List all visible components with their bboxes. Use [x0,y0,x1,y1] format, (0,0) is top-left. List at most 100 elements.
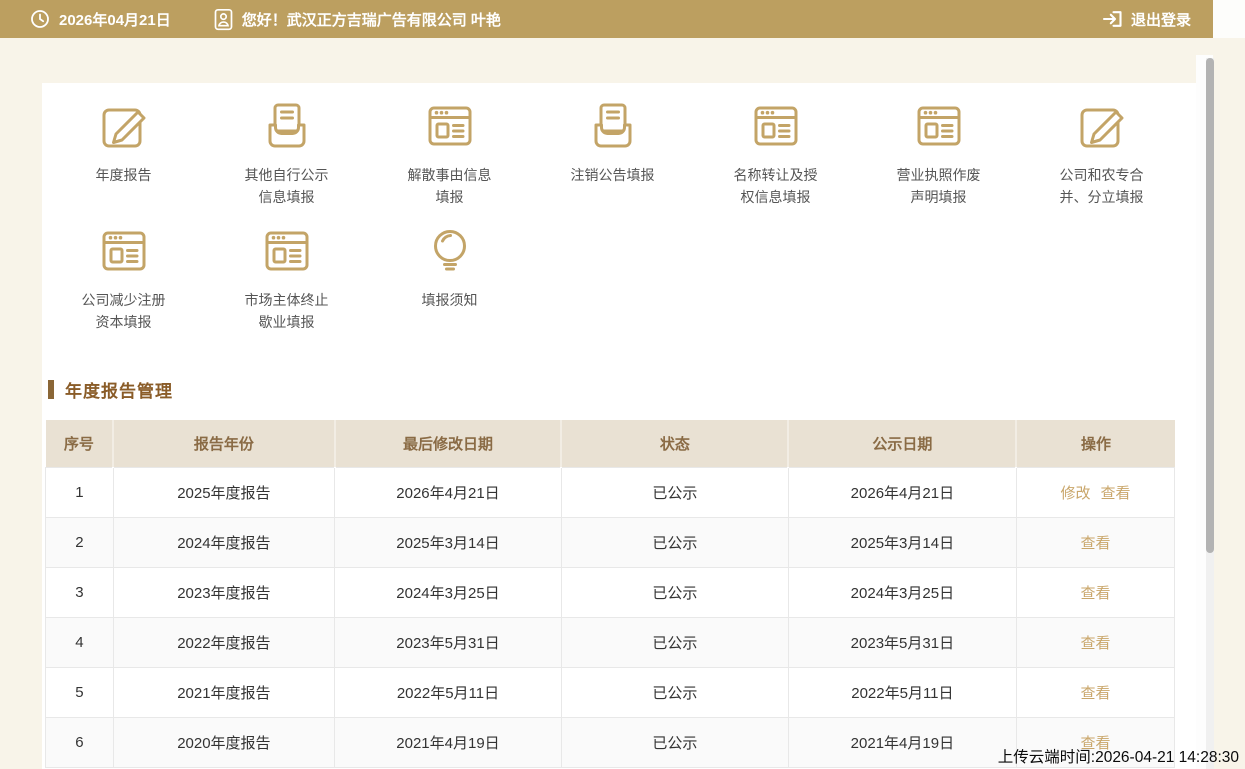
cell-year: 2021年度报告 [112,666,336,718]
col-header-modified: 最后修改日期 [334,420,563,467]
inbox-icon [587,100,639,152]
cell-modified: 2025年3月14日 [334,516,562,568]
cell-actions: 查看 [1015,616,1176,668]
col-header-year: 报告年份 [113,420,336,467]
page-title: 年度报告管理 [65,381,173,401]
cell-year: 2024年度报告 [112,516,336,568]
cell-year: 2022年度报告 [112,616,336,668]
menu-grid: 年度报告 其他自行公示信息填报 解散事由信息填报 注销公告填报 名称转让及授权信… [42,83,1196,333]
cell-published: 2023年5月31日 [787,616,1017,668]
section-header: 年度报告管理 [48,379,1196,401]
upload-time-watermark: 上传云端时间:2026-04-21 14:28:30 [997,749,1239,766]
menu-item-other-disclosure[interactable]: 其他自行公示信息填报 [243,100,331,208]
view-link[interactable]: 查看 [1100,484,1131,502]
cell-status: 已公示 [560,616,789,668]
menu-item-label: 年度报告 [95,167,152,183]
menu-item-license-void[interactable]: 营业执照作废声明填报 [895,100,983,208]
topbar: 2026年04月21日 您好！武汉正方吉瑞广告有限公司 叶艳 退出登录 [0,0,1213,38]
cell-status: 已公示 [560,566,789,618]
view-link[interactable]: 查看 [1080,734,1111,752]
cell-status: 已公示 [560,466,789,518]
cell-no: 4 [45,616,114,668]
browser-icon [424,100,476,152]
cell-year: 2025年度报告 [112,466,336,518]
logout-icon [1102,11,1122,27]
view-link[interactable]: 查看 [1080,634,1111,652]
main-panel: 年度报告 其他自行公示信息填报 解散事由信息填报 注销公告填报 名称转让及授权信… [42,83,1196,769]
menu-item-capital-reduction[interactable]: 公司减少注册资本填报 [80,225,168,333]
logout-button[interactable]: 退出登录 [1101,9,1191,30]
menu-item-business-suspension[interactable]: 市场主体终止歇业填报 [243,225,331,333]
scrollbar-thumb[interactable] [1206,58,1214,553]
cell-modified: 2024年3月25日 [334,566,562,618]
cell-no: 5 [45,666,114,718]
menu-item-annual-report[interactable]: 年度报告 [96,100,152,208]
cell-actions: 查看 [1015,516,1176,568]
cell-no: 1 [45,466,114,518]
cell-published: 2021年4月19日 [787,716,1017,768]
cell-published: 2026年4月21日 [787,466,1017,518]
view-link[interactable]: 查看 [1080,584,1111,602]
menu-item-cancellation-notice[interactable]: 注销公告填报 [571,100,655,208]
id-badge-icon [214,8,233,30]
cell-status: 已公示 [560,516,789,568]
cell-year: 2023年度报告 [112,566,336,618]
col-header-no: 序号 [45,420,115,467]
menu-item-label: 市场主体终止歇业填报 [244,292,329,330]
menu-item-merger-division[interactable]: 公司和农专合并、分立填报 [1058,100,1146,208]
menu-item-label: 公司和农专合并、分立填报 [1059,167,1144,205]
menu-item-dissolution-info[interactable]: 解散事由信息填报 [406,100,494,208]
logout-label: 退出登录 [1130,11,1191,29]
bulb-icon [424,225,476,277]
inbox-icon [261,100,313,152]
browser-icon [750,100,802,152]
section-marker [48,379,54,399]
cell-actions: 查看 [1015,716,1176,768]
view-link[interactable]: 查看 [1080,684,1111,702]
cell-modified: 2021年4月19日 [334,716,562,768]
cell-modified: 2022年5月11日 [334,666,562,718]
menu-item-label: 填报须知 [421,292,478,308]
greeting-text: 您好！武汉正方吉瑞广告有限公司 叶艳 [241,11,501,29]
modify-link[interactable]: 修改 [1060,484,1091,502]
cell-modified: 2026年4月21日 [334,466,562,518]
menu-item-label: 公司减少注册资本填报 [81,292,166,330]
edit-icon [1076,100,1128,152]
table-row: 4 2022年度报告 2023年5月31日 已公示 2023年5月31日 查看 [45,616,1176,668]
cell-actions: 修改 查看 [1015,466,1176,518]
view-link[interactable]: 查看 [1080,534,1111,552]
col-header-status: 状态 [561,420,790,467]
menu-item-label: 解散事由信息填报 [407,167,492,205]
cell-year: 2020年度报告 [112,716,336,768]
cell-no: 2 [45,516,114,568]
browser-icon [98,225,150,277]
browser-icon [261,225,313,277]
col-header-actions: 操作 [1016,420,1175,467]
menu-item-name-transfer[interactable]: 名称转让及授权信息填报 [732,100,820,208]
col-header-published: 公示日期 [788,420,1018,467]
table-row: 3 2023年度报告 2024年3月25日 已公示 2024年3月25日 查看 [45,566,1176,618]
menu-item-label: 营业执照作废声明填报 [896,167,981,205]
table-header-row: 序号 报告年份 最后修改日期 状态 公示日期 操作 [45,420,1175,467]
table-row: 5 2021年度报告 2022年5月11日 已公示 2022年5月11日 查看 [45,666,1176,718]
cell-published: 2022年5月11日 [787,666,1017,718]
browser-icon [913,100,965,152]
cell-published: 2025年3月14日 [787,516,1017,568]
table-row: 2 2024年度报告 2025年3月14日 已公示 2025年3月14日 查看 [45,516,1176,568]
edit-icon [98,100,150,152]
cell-actions: 查看 [1015,566,1176,618]
annual-report-table: 序号 报告年份 最后修改日期 状态 公示日期 操作 1 2025年度报告 202… [45,420,1176,768]
user-greeting: 您好！武汉正方吉瑞广告有限公司 叶艳 [214,8,501,31]
cell-no: 3 [45,566,114,618]
cell-actions: 查看 [1015,666,1176,718]
menu-item-label: 其他自行公示信息填报 [244,167,329,205]
cell-modified: 2023年5月31日 [334,616,562,668]
menu-item-filing-notes[interactable]: 填报须知 [422,225,478,333]
cell-status: 已公示 [560,666,789,718]
cell-no: 6 [45,716,114,768]
clock-icon [31,10,49,28]
topbar-corner [1213,0,1245,38]
cell-published: 2024年3月25日 [787,566,1017,618]
menu-item-label: 注销公告填报 [570,167,655,183]
cell-status: 已公示 [560,716,789,768]
